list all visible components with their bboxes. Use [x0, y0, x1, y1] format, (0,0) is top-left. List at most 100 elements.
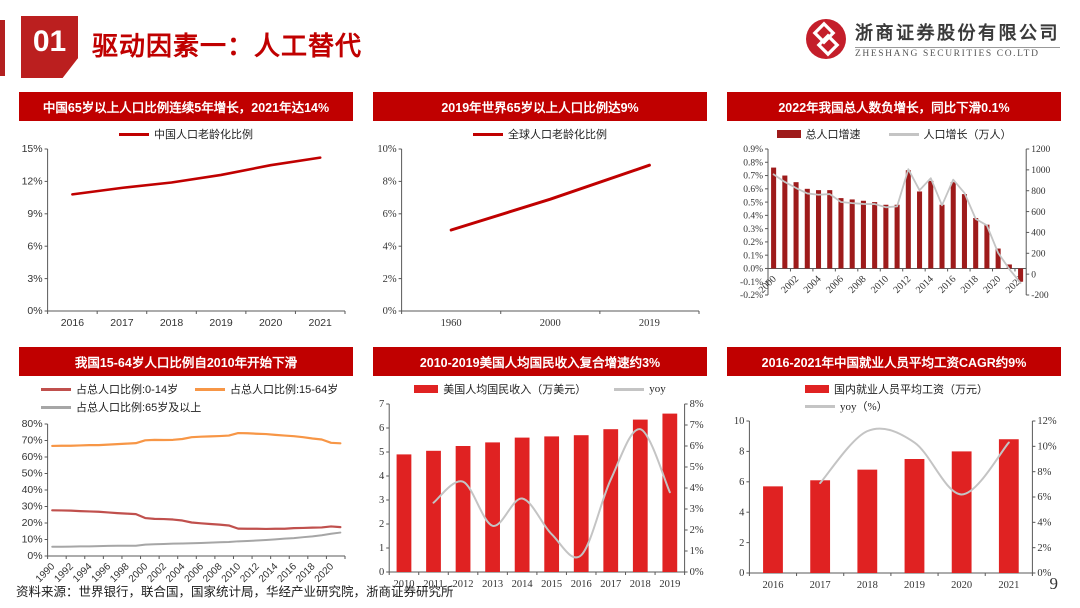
legend-label: 人口增长（万人）	[923, 129, 1012, 141]
company-logo: 浙商证券股份有限公司 ZHESHANG SECURITIES CO.LTD	[805, 18, 1060, 60]
line-swatch-icon	[805, 404, 835, 408]
svg-text:2012: 2012	[892, 274, 914, 296]
svg-text:2000: 2000	[540, 318, 561, 329]
us-income-chart: 0 1 2 3 4 5 6 7 0% 1% 2% 3% 4% 5% 6% 7% 8% 2010 2011 2012 20…	[379, 399, 704, 590]
legend-label: 总人口增速	[805, 129, 861, 141]
svg-text:0: 0	[739, 568, 744, 579]
line-swatch-icon	[614, 387, 645, 391]
chart-legend: 中国人口老龄化比例	[19, 121, 353, 143]
svg-text:2012: 2012	[453, 579, 474, 590]
legend-label: 占总人口比例:65岁及以上	[76, 402, 202, 414]
panel-china-age-structure: 我国15-64岁人口比例自2010年开始下滑 占总人口比例:0-14岁 占总人口比…	[19, 347, 353, 595]
chart-grid: 中国65岁以上人口比例连续5年增长，2021年达14% 中国人口老龄化比例 0%…	[19, 92, 1061, 595]
legend-item: 美国人均国民收入（万美元）	[414, 381, 586, 397]
legend-label: 中国人口老龄化比例	[154, 129, 253, 141]
svg-text:2020: 2020	[951, 580, 972, 591]
svg-text:12%: 12%	[1037, 416, 1057, 427]
line-swatch-icon	[195, 387, 225, 391]
svg-text:2021: 2021	[309, 317, 333, 329]
svg-text:2019: 2019	[639, 318, 660, 329]
svg-text:2016: 2016	[571, 579, 592, 590]
panel-title: 中国65岁以上人口比例连续5年增长，2021年达14%	[19, 92, 353, 121]
svg-text:2006: 2006	[824, 274, 846, 296]
svg-text:4: 4	[379, 471, 385, 482]
legend-label: 占总人口比例:15-64岁	[230, 384, 339, 396]
svg-text:0%: 0%	[383, 306, 397, 317]
svg-text:60%: 60%	[22, 451, 43, 463]
svg-text:20%: 20%	[22, 517, 43, 529]
panel-china-wage: 2016-2021年中国就业人员平均工资CAGR约9% 国内就业人员平均工资（万…	[727, 347, 1061, 595]
legend-item: 全球人口老龄化比例	[473, 126, 607, 142]
svg-text:0.3%: 0.3%	[743, 225, 763, 235]
svg-text:2%: 2%	[1037, 543, 1051, 554]
legend-item: yoy	[614, 383, 666, 395]
page-title: 驱动因素一：人工替代	[92, 31, 363, 61]
china-pop-growth-chart: -0.2% -0.1% 0.0% 0.1% 0.2% 0.3% 0.4% 0.5% 0.6% 0.…	[740, 145, 1050, 301]
svg-text:2017: 2017	[110, 317, 134, 329]
svg-text:2015: 2015	[541, 579, 562, 590]
legend-label: 美国人均国民收入（万美元）	[443, 384, 587, 396]
svg-text:4%: 4%	[1037, 518, 1051, 529]
legend-item: 国内就业人员平均工资（万元）	[805, 381, 988, 397]
svg-text:2018: 2018	[959, 274, 981, 296]
svg-text:0.7%: 0.7%	[743, 172, 763, 182]
panel-title: 2016-2021年中国就业人员平均工资CAGR约9%	[727, 347, 1061, 376]
svg-text:800: 800	[1031, 187, 1046, 197]
svg-text:2: 2	[739, 538, 744, 549]
svg-text:2020: 2020	[981, 274, 1003, 296]
svg-text:3%: 3%	[690, 504, 704, 515]
svg-text:0.8%: 0.8%	[743, 158, 763, 168]
svg-text:6%: 6%	[690, 441, 704, 452]
svg-text:0.2%: 0.2%	[743, 238, 763, 248]
svg-text:2%: 2%	[690, 525, 704, 536]
svg-text:8%: 8%	[690, 399, 704, 410]
line-swatch-icon	[41, 405, 71, 409]
svg-text:30%: 30%	[22, 501, 43, 513]
svg-text:6: 6	[739, 477, 744, 488]
svg-text:2019: 2019	[209, 317, 233, 329]
chart-legend: 占总人口比例:0-14岁 占总人口比例:15-64岁占总人口比例:65岁及以上	[19, 376, 353, 418]
svg-text:10%: 10%	[377, 144, 397, 155]
svg-text:2017: 2017	[600, 579, 621, 590]
svg-text:7%: 7%	[690, 420, 704, 431]
svg-text:1000: 1000	[1031, 166, 1050, 176]
svg-text:8: 8	[739, 447, 744, 458]
svg-text:2013: 2013	[482, 579, 503, 590]
legend-label: 国内就业人员平均工资（万元）	[834, 384, 988, 396]
line-swatch-icon	[888, 132, 919, 136]
svg-text:2016: 2016	[936, 274, 958, 296]
svg-text:0%: 0%	[27, 305, 42, 317]
svg-text:2016: 2016	[61, 317, 85, 329]
svg-text:1960: 1960	[441, 318, 462, 329]
svg-text:7: 7	[379, 399, 384, 410]
china-aging-ratio-chart: 0% 3% 6% 9% 12% 15% 2016 2017 2018 2019 2020 2021	[22, 143, 346, 329]
svg-text:2019: 2019	[904, 580, 925, 591]
legend-label: 占总人口比例:0-14岁	[76, 384, 179, 396]
svg-text:-0.2%: -0.2%	[740, 291, 763, 301]
svg-text:2010: 2010	[869, 274, 891, 296]
svg-text:0.6%: 0.6%	[743, 185, 763, 195]
svg-text:2008: 2008	[847, 274, 869, 296]
svg-text:2018: 2018	[857, 580, 878, 591]
legend-item: yoy（%）	[805, 398, 888, 414]
panel-title: 2010-2019美国人均国民收入复合增速约3%	[373, 347, 707, 376]
svg-text:2014: 2014	[914, 274, 936, 296]
svg-text:4%: 4%	[690, 483, 704, 494]
svg-text:3%: 3%	[27, 273, 42, 285]
svg-text:2014: 2014	[512, 579, 534, 590]
svg-text:40%: 40%	[22, 484, 43, 496]
svg-text:0.1%: 0.1%	[743, 251, 763, 261]
svg-text:4: 4	[739, 507, 745, 518]
svg-text:0.0%: 0.0%	[743, 265, 763, 275]
svg-text:6%: 6%	[383, 209, 397, 220]
company-name-en: ZHESHANG SECURITIES CO.LTD	[855, 47, 1060, 59]
source-note: 资料来源：世界银行，联合国，国家统计局，华经产业研究院，浙商证券研究所	[16, 585, 454, 599]
svg-text:1200: 1200	[1031, 145, 1050, 155]
legend-item: 总人口增速	[776, 126, 861, 142]
svg-text:0%: 0%	[1037, 568, 1051, 579]
svg-text:1%: 1%	[690, 546, 704, 557]
legend-item: 占总人口比例:65岁及以上	[41, 399, 201, 415]
line-swatch-icon	[119, 132, 149, 136]
china-age-structure-chart: 0%10%20%30%40%50%60%70%80%19901992199419…	[22, 418, 346, 585]
chart-legend: 总人口增速 人口增长（万人）	[727, 121, 1061, 143]
